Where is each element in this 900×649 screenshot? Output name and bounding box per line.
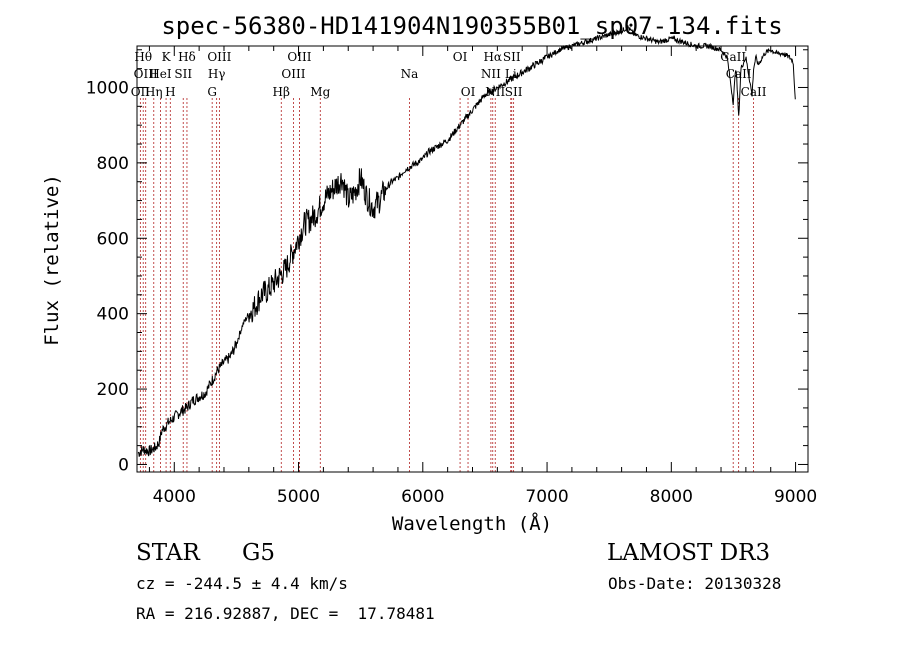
x-tick-label-8000: 8000 [650,487,693,507]
line-label-23: Li [505,67,517,81]
line-label-24: SII [505,85,523,99]
line-label-21: NII [485,85,505,99]
y-tick-label-1000: 1000 [86,78,129,98]
x-tick-label-6000: 6000 [401,487,444,507]
line-label-19: Hα [483,50,502,64]
line-label-group: OII Hθ OIII Hη HeI K H SII Hδ G OIII Hγ Hβ OIII OIII Mg… [131,50,767,99]
line-label-2: OIII [134,67,158,81]
x-tick-label-9000: 9000 [774,487,817,507]
x-axis: 4000 5000 6000 7000 8000 9000 [148,46,817,507]
line-label-7: SII [174,67,192,81]
line-label-26: CaII [726,67,752,81]
line-label-11: Hγ [208,67,226,81]
coordinates-readout: RA = 216.92887, DEC = 17.78481 [136,604,435,623]
line-label-12: Hβ [273,85,290,99]
y-tick-label-600: 600 [97,229,129,249]
y-tick-label-400: 400 [97,305,129,325]
line-label-14: OIII [287,50,311,64]
line-label-0: OII [131,85,151,99]
line-label-6: H [165,85,175,99]
line-label-27: CaII [741,85,767,99]
line-label-8: Hδ [178,50,196,64]
y-tick-label-200: 200 [97,380,129,400]
redshift-readout: cz = -244.5 ± 4.4 km/s [136,574,348,593]
x-tick-label-5000: 5000 [277,487,320,507]
spectrum-line [137,25,796,457]
y-axis-title: Flux (relative) [41,174,63,346]
observation-date: Obs-Date: 20130328 [608,574,782,593]
line-label-20: NII [481,67,501,81]
object-class: STAR [136,540,200,566]
y-tick-label-0: 0 [118,455,129,475]
line-label-22: SII [503,50,521,64]
line-label-13: OIII [281,67,305,81]
line-label-1: Hθ [134,50,152,64]
y-axis: 0 200 400 600 800 1000 [86,49,808,475]
x-tick-label-4000: 4000 [153,487,196,507]
line-marker-group [139,98,754,472]
line-label-4: HeI [149,67,172,81]
y-tick-label-800: 800 [97,154,129,174]
line-label-5: K [162,50,172,64]
line-label-18: OI [461,85,476,99]
line-label-9: G [207,85,217,99]
line-label-3: Hη [145,85,163,99]
line-label-25: CaII [720,50,746,64]
line-label-16: Na [401,67,419,81]
survey-name: LAMOST DR3 [607,540,771,566]
x-axis-title: Wavelength (Å) [392,512,552,535]
line-label-10: OIII [207,50,231,64]
line-label-15: Mg [310,85,330,99]
chart-title: spec-56380-HD141904N190355B01_sp07-134.f… [161,12,782,40]
object-subclass: G5 [242,540,276,566]
x-tick-label-7000: 7000 [525,487,568,507]
line-label-17: OI [453,50,468,64]
